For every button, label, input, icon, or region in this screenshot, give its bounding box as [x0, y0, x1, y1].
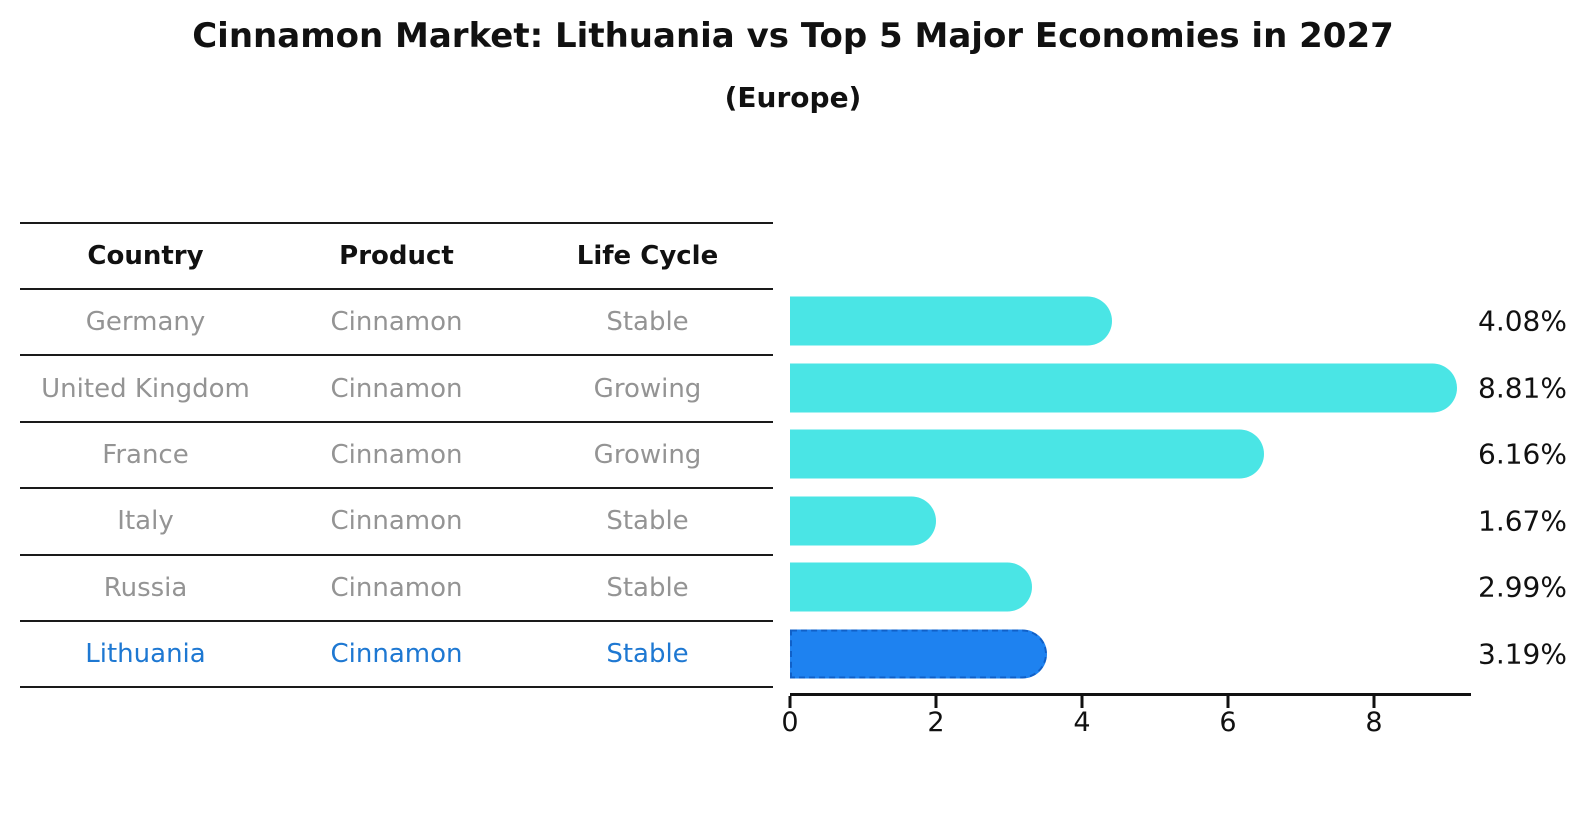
value-label-lithuania: 3.19%	[1478, 637, 1567, 671]
chart-subtitle: (Europe)	[724, 81, 862, 114]
product-cell: Cinnamon	[330, 439, 463, 470]
x-tick-mark-0	[788, 696, 792, 708]
table-body: Germany Cinnamon Stable United Kingdom Cinna…	[20, 290, 773, 689]
country-cell: Lithuania	[85, 639, 206, 670]
bar-lithuania	[790, 629, 1047, 679]
table-row-united-kingdom: United Kingdom Cinnamon Growing	[20, 356, 773, 423]
chart-title: Cinnamon Market: Lithuania vs Top 5 Majo…	[192, 16, 1394, 56]
x-tick-mark-6	[1226, 696, 1230, 708]
bar-italy	[790, 496, 936, 546]
life-cycle-cell: Growing	[593, 373, 702, 404]
country-info-table: Country Product Life Cycle Germany Cinnam…	[20, 222, 773, 689]
table-row-france: France Cinnamon Growing	[20, 423, 773, 490]
life-cycle-cell: Stable	[606, 307, 689, 338]
product-cell: Cinnamon	[330, 639, 463, 670]
x-tick-mark-4	[1080, 696, 1084, 708]
column-header-product: Product	[339, 241, 454, 271]
x-tick-label-6: 6	[1219, 707, 1237, 738]
column-header-life-cycle: Life Cycle	[576, 241, 719, 271]
value-label-united-kingdom: 8.81%	[1478, 371, 1567, 405]
x-tick-mark-8	[1372, 696, 1376, 708]
product-cell: Cinnamon	[330, 572, 463, 603]
bar-chart-area	[790, 288, 1490, 688]
column-header-country: Country	[87, 241, 204, 271]
product-cell: Cinnamon	[330, 506, 463, 537]
bar-united-kingdom	[790, 363, 1458, 413]
x-tick-label-0: 0	[781, 707, 799, 738]
life-cycle-cell: Growing	[593, 439, 702, 470]
x-tick-label-8: 8	[1365, 707, 1383, 738]
x-tick-label-2: 2	[927, 707, 945, 738]
value-label-italy: 1.67%	[1478, 504, 1567, 538]
x-tick-label-4: 4	[1073, 707, 1091, 738]
table-row-russia: Russia Cinnamon Stable	[20, 556, 773, 622]
bar-russia	[790, 562, 1033, 612]
bar-germany	[790, 296, 1112, 346]
country-cell: Germany	[85, 307, 206, 338]
life-cycle-cell: Stable	[606, 639, 689, 670]
value-label-russia: 2.99%	[1478, 570, 1567, 604]
country-cell: Russia	[103, 572, 188, 603]
country-cell: United Kingdom	[41, 373, 250, 404]
bar-france	[790, 429, 1264, 479]
table-row-germany: Germany Cinnamon Stable	[20, 290, 773, 357]
country-cell: France	[102, 439, 189, 470]
product-cell: Cinnamon	[330, 373, 463, 404]
life-cycle-cell: Stable	[606, 506, 689, 537]
value-label-germany: 4.08%	[1478, 304, 1567, 338]
value-label-france: 6.16%	[1478, 437, 1567, 471]
x-tick-mark-2	[934, 696, 938, 708]
table-header-row: Country Product Life Cycle	[20, 224, 773, 290]
life-cycle-cell: Stable	[606, 572, 689, 603]
x-axis-line	[790, 693, 1471, 696]
table-row-italy: Italy Cinnamon Stable	[20, 489, 773, 556]
product-cell: Cinnamon	[330, 307, 463, 338]
table-row-lithuania: Lithuania Cinnamon Stable	[20, 622, 773, 689]
country-cell: Italy	[117, 506, 174, 537]
